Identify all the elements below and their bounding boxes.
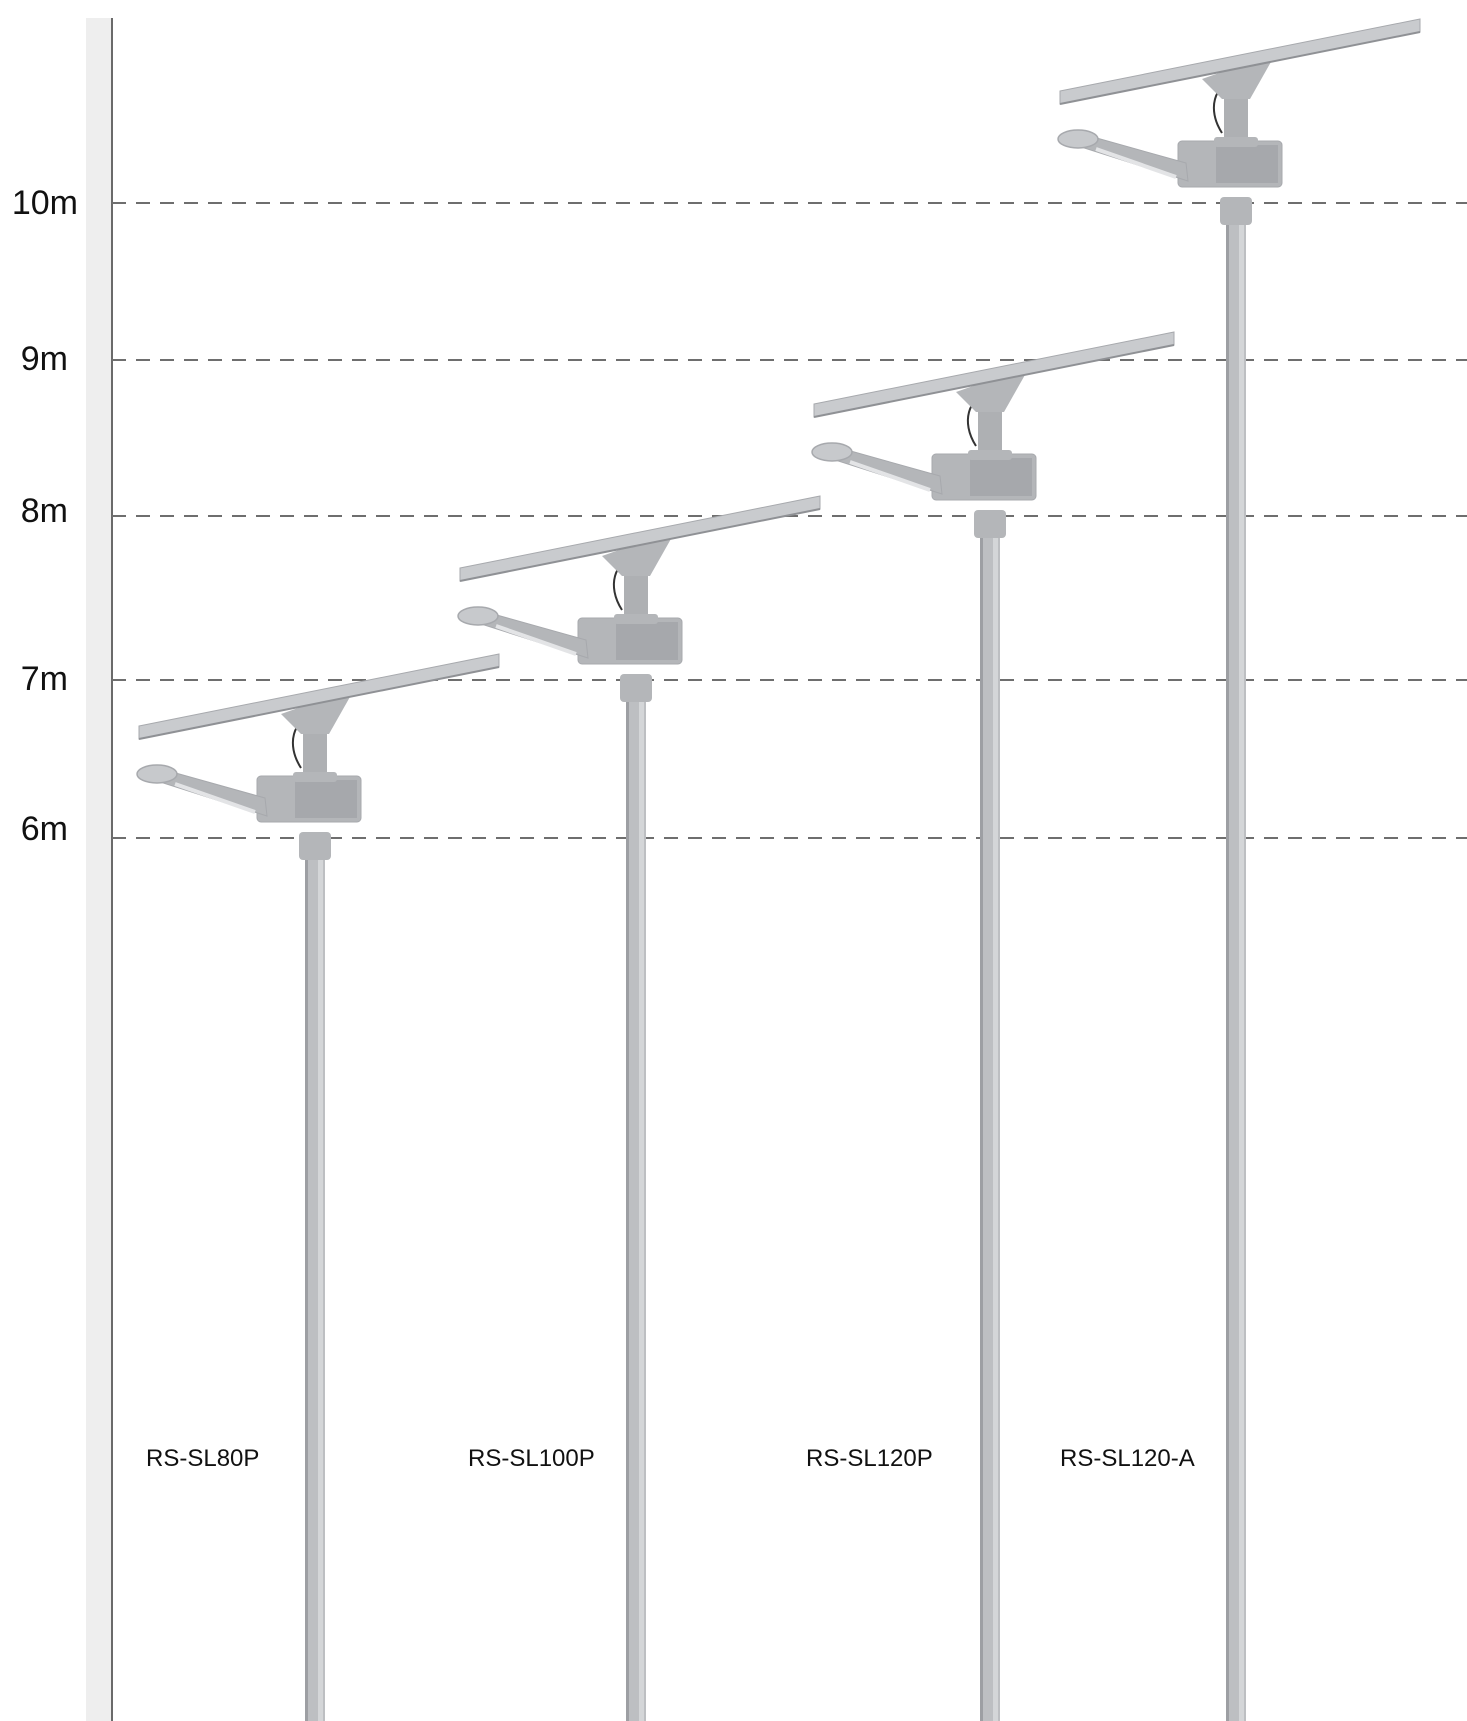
model-label-rs-sl120p: RS-SL120P <box>806 1445 933 1472</box>
street-light-rs-sl120p <box>811 331 1175 1721</box>
height-label-7m: 7m <box>21 660 68 698</box>
height-labels: 10m 9m 8m 7m 6m <box>12 184 78 848</box>
lamp-led-strip <box>1095 147 1177 179</box>
lamp-led-strip <box>174 782 256 814</box>
pole-shade <box>980 536 983 1721</box>
pole-collar <box>299 832 331 860</box>
street-light-rs-sl100p <box>457 495 821 1721</box>
lamp-led-strip <box>495 624 577 656</box>
panel-mast <box>978 404 1002 458</box>
lamp-head <box>811 442 853 462</box>
solar-panel-edge <box>813 344 1175 418</box>
mast-flange <box>293 772 337 782</box>
pole-shade <box>305 858 308 1721</box>
model-labels: RS-SL80P RS-SL100P RS-SL120P RS-SL120-A <box>146 1445 1195 1472</box>
pole-collar <box>974 510 1006 538</box>
model-label-rs-sl80p: RS-SL80P <box>146 1445 259 1472</box>
mast-flange <box>614 614 658 624</box>
pole-highlight <box>318 858 323 1721</box>
solar-panel-edge <box>1059 31 1421 105</box>
axis-band <box>86 18 112 1721</box>
street-light-rs-sl120-a <box>1057 18 1421 1721</box>
pole-highlight <box>1239 223 1244 1721</box>
model-label-rs-sl100p: RS-SL100P <box>468 1445 595 1472</box>
height-label-10m: 10m <box>12 184 78 222</box>
solar-panel-edge <box>459 508 821 582</box>
pole-highlight <box>993 536 998 1721</box>
height-label-6m: 6m <box>21 810 68 848</box>
pole-shade <box>626 700 629 1721</box>
housing-plate <box>970 458 1032 496</box>
model-label-rs-sl120-a: RS-SL120-A <box>1060 1445 1195 1472</box>
housing-plate <box>616 622 678 660</box>
panel-mast <box>1224 91 1248 145</box>
pole-collar <box>1220 197 1252 225</box>
pole-collar <box>620 674 652 702</box>
solar-panel-edge <box>138 666 500 740</box>
street-light-rs-sl80p <box>136 653 500 1721</box>
lamp-led-strip <box>849 460 931 492</box>
height-label-8m: 8m <box>21 492 68 530</box>
pole-highlight <box>639 700 644 1721</box>
lamp-head <box>1057 129 1099 149</box>
panel-mast <box>303 726 327 780</box>
pole-shade <box>1226 223 1229 1721</box>
mast-flange <box>1214 137 1258 147</box>
street-lights <box>136 18 1421 1721</box>
lamp-head <box>457 606 499 626</box>
mast-flange <box>968 450 1012 460</box>
housing-plate <box>295 780 357 818</box>
panel-mast <box>624 568 648 622</box>
housing-plate <box>1216 145 1278 183</box>
lamp-head <box>136 764 178 784</box>
height-label-9m: 9m <box>21 340 68 378</box>
